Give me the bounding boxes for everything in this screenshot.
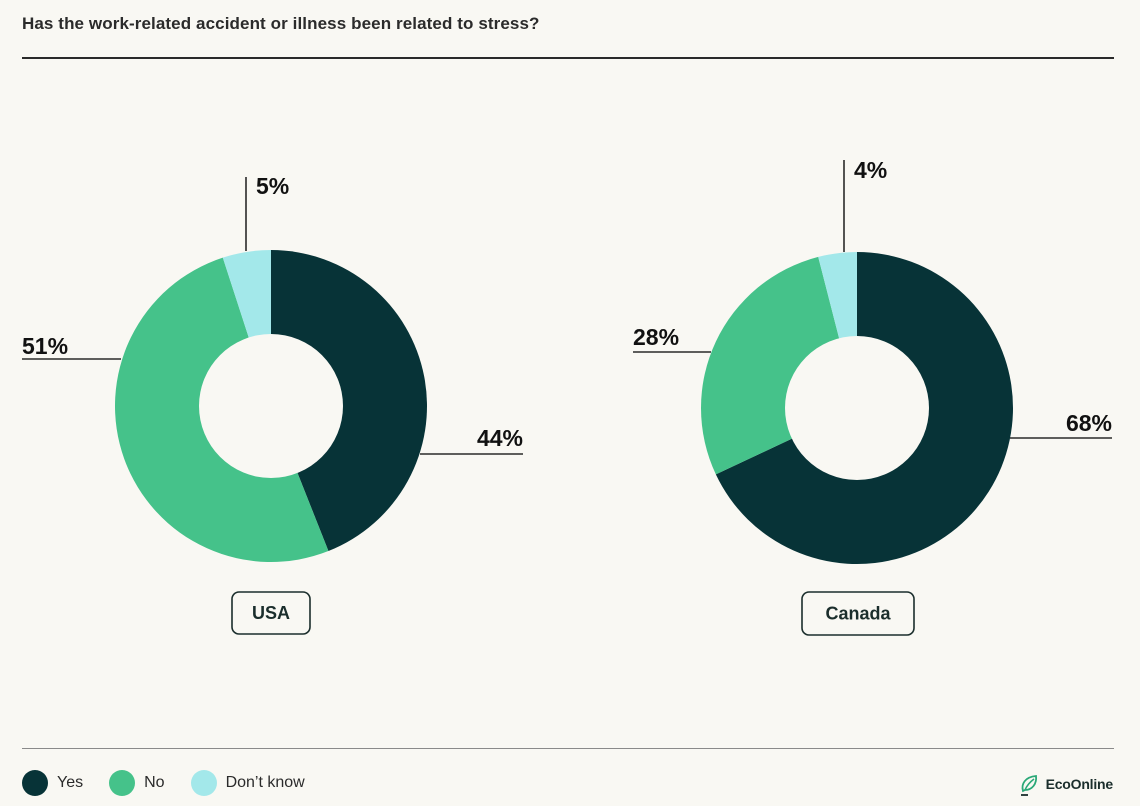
legend-item-dont-know: Don’t know	[190, 770, 305, 796]
data-label-no-canada: 28%	[633, 324, 679, 350]
legend-label-no: No	[144, 774, 165, 791]
brand-logo: EcoOnline	[1018, 771, 1113, 797]
top-divider	[22, 57, 1114, 59]
data-label-yes-usa: 44%	[477, 425, 523, 451]
data-label-dont-know-canada: 4%	[854, 157, 887, 183]
country-label-usa: USA	[252, 603, 290, 623]
data-label-no-usa: 51%	[22, 333, 68, 359]
data-label-yes-canada: 68%	[1066, 410, 1112, 436]
donut-charts: 44% 51% 5% USA 68% 28% 4% Canada	[22, 157, 1112, 636]
brand-name: EcoOnline	[1045, 776, 1114, 792]
legend-label-dont-know: Don’t know	[225, 774, 305, 791]
donut-hole-usa	[199, 334, 343, 478]
legend-swatch-no	[109, 770, 136, 796]
donut-canada: 68% 28% 4% Canada	[633, 157, 1112, 636]
slice-yes-usa	[271, 250, 427, 552]
bottom-divider	[22, 748, 1114, 749]
legend: Yes No Don’t know	[22, 770, 331, 796]
country-label-canada: Canada	[825, 604, 891, 624]
data-label-dont-know-usa: 5%	[256, 173, 289, 199]
legend-label-yes: Yes	[57, 774, 84, 791]
legend-item-no: No	[109, 770, 165, 796]
donut-usa: 44% 51% 5% USA	[22, 173, 523, 635]
leaf-logo-icon	[1020, 775, 1037, 796]
donut-hole-canada	[785, 336, 929, 480]
legend-item-yes: Yes	[22, 770, 83, 796]
chart-title: Has the work-related accident or illness…	[22, 14, 540, 33]
country-badge-usa	[231, 591, 311, 635]
legend-swatch-yes	[22, 770, 48, 796]
legend-swatch-dont-know	[190, 770, 217, 796]
country-badge-canada	[801, 591, 915, 636]
